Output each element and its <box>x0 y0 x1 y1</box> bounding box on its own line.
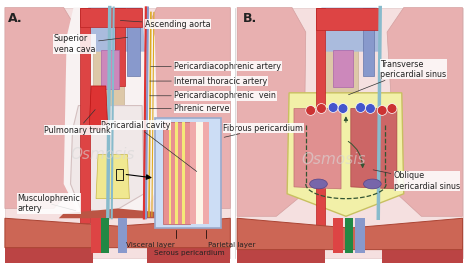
Circle shape <box>317 103 326 113</box>
Text: Pericardial cavity: Pericardial cavity <box>101 121 197 172</box>
Polygon shape <box>294 109 341 189</box>
Text: Visceral layer: Visceral layer <box>126 242 174 248</box>
Text: B.: B. <box>243 13 257 26</box>
Bar <box>101 218 109 252</box>
Text: Osmosis: Osmosis <box>301 152 365 167</box>
Bar <box>118 218 128 252</box>
Circle shape <box>328 103 338 113</box>
Bar <box>93 7 125 125</box>
Circle shape <box>306 106 316 115</box>
Bar <box>190 122 196 224</box>
Bar <box>345 218 353 252</box>
Text: Pericardiacophrenic  vein: Pericardiacophrenic vein <box>150 91 276 100</box>
Text: Pericardiacophrenic artery: Pericardiacophrenic artery <box>151 62 282 71</box>
Bar <box>235 3 465 263</box>
Polygon shape <box>5 7 78 209</box>
Text: Oblique
pericardial sinus: Oblique pericardial sinus <box>373 170 460 191</box>
Bar <box>175 122 178 224</box>
Text: Superior
vena cava: Superior vena cava <box>54 34 128 53</box>
Bar <box>147 246 230 263</box>
Bar <box>182 122 185 224</box>
Polygon shape <box>81 7 142 27</box>
Polygon shape <box>387 7 463 216</box>
Polygon shape <box>145 7 230 209</box>
Polygon shape <box>5 218 230 248</box>
Bar <box>333 50 353 87</box>
Bar <box>237 246 325 263</box>
Bar <box>116 169 123 180</box>
Polygon shape <box>319 7 380 52</box>
Circle shape <box>365 103 375 113</box>
Bar <box>101 50 118 89</box>
Bar <box>91 218 101 252</box>
Bar <box>169 122 172 224</box>
Polygon shape <box>59 209 176 218</box>
Circle shape <box>377 106 387 115</box>
Polygon shape <box>237 218 463 250</box>
Text: Osmosis: Osmosis <box>71 147 135 162</box>
Text: A.: A. <box>8 13 22 26</box>
Bar <box>5 7 230 259</box>
Polygon shape <box>89 86 108 130</box>
Bar <box>0 3 235 263</box>
Bar <box>128 7 140 76</box>
Ellipse shape <box>310 179 328 189</box>
Bar <box>203 122 209 224</box>
Polygon shape <box>71 106 144 213</box>
Text: Fibrous pericardium: Fibrous pericardium <box>223 124 303 137</box>
Text: Pulmonary trunk: Pulmonary trunk <box>44 110 111 135</box>
Text: Serous pericardium: Serous pericardium <box>154 250 225 256</box>
Polygon shape <box>237 7 306 216</box>
Bar <box>333 218 343 252</box>
Polygon shape <box>287 93 404 216</box>
Bar <box>355 218 365 252</box>
Circle shape <box>356 103 365 113</box>
Bar <box>163 122 190 224</box>
Polygon shape <box>64 7 159 213</box>
Bar <box>81 7 90 223</box>
Bar <box>316 7 325 228</box>
Polygon shape <box>316 7 380 30</box>
Ellipse shape <box>364 179 381 189</box>
Bar <box>5 246 93 263</box>
Bar <box>382 246 463 263</box>
Bar <box>196 122 203 224</box>
Circle shape <box>387 103 397 113</box>
Bar <box>323 7 358 125</box>
Polygon shape <box>351 109 397 189</box>
Text: Phrenic nerve: Phrenic nerve <box>150 104 230 113</box>
Text: Parietal layer: Parietal layer <box>208 242 255 248</box>
Circle shape <box>338 103 348 113</box>
Bar <box>363 7 374 76</box>
Polygon shape <box>96 155 129 199</box>
Bar <box>155 118 221 228</box>
Text: Musculophrenic
artery: Musculophrenic artery <box>18 194 81 213</box>
Text: Ascending aorta: Ascending aorta <box>120 20 210 29</box>
Bar <box>237 7 463 259</box>
Text: Transverse
pericardial sinus: Transverse pericardial sinus <box>348 60 447 95</box>
Bar <box>115 7 126 86</box>
Text: Internal thoracic artery: Internal thoracic artery <box>150 77 268 86</box>
Polygon shape <box>86 7 145 52</box>
